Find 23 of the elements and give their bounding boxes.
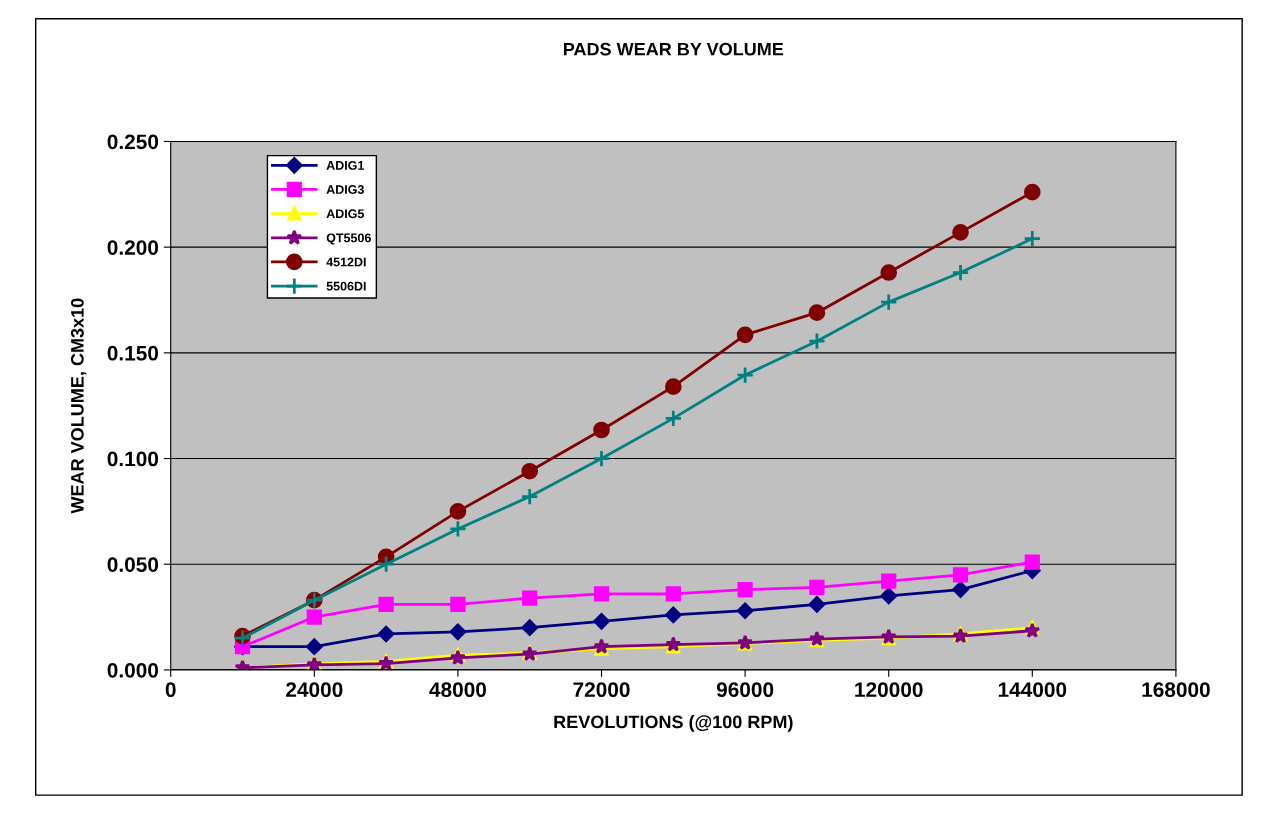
legend-label: ADIG1: [326, 160, 365, 170]
y-tick-label: 0.050: [107, 557, 159, 572]
legend-label: 4512DI: [326, 257, 366, 267]
x-tick-label: 0: [165, 682, 176, 698]
legend-label: ADIG5: [326, 209, 365, 219]
y-axis-title: WEAR VOLUME, CM3x10: [70, 298, 87, 514]
x-tick-label: 120000: [855, 682, 923, 698]
legend-label: QT5506: [326, 233, 371, 245]
y-tick-label: 0.000: [107, 662, 159, 678]
x-tick-label: 96000: [716, 682, 774, 698]
x-tick-label: 24000: [286, 682, 343, 698]
y-tick-label: 0.200: [107, 240, 159, 255]
chart-title: PADS WEAR BY VOLUME: [563, 42, 784, 56]
y-tick-label: 0.150: [107, 345, 159, 361]
legend-label: ADIG3: [326, 185, 364, 194]
x-tick-label: 144000: [998, 682, 1067, 698]
legend-label: 5506DI: [326, 281, 366, 291]
y-tick-label: 0.250: [107, 134, 159, 150]
x-tick-label: 48000: [429, 682, 487, 698]
x-tick-label: 72000: [573, 682, 630, 698]
x-tick-label: 168000: [1142, 682, 1210, 698]
y-tick-label: 0.100: [107, 451, 159, 467]
x-axis-title: REVOLUTIONS (@100 RPM): [554, 715, 793, 732]
